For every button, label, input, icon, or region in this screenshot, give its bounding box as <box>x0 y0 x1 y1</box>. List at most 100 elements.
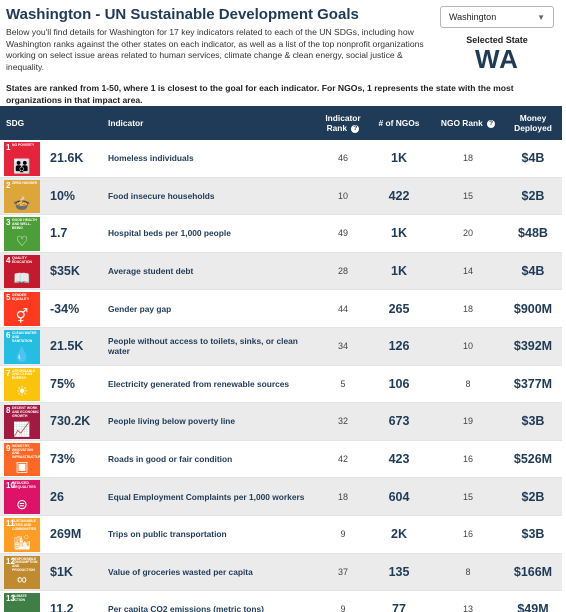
indicator-value: 73% <box>50 452 76 467</box>
money-deployed: $4B <box>521 264 545 279</box>
sdg-goal-tile: 5 Gender Equality ⚥ <box>4 292 40 326</box>
sdg-goal-label: Zero Hunger <box>12 180 38 185</box>
sdg-goal-tile: 13Climate Action ◉ <box>4 593 40 612</box>
ngo-count: 1K <box>391 226 407 241</box>
sdg-goal-tile: 9 Industry, Innovation and Infrastructure… <box>4 442 43 477</box>
ngo-count: 265 <box>388 301 410 316</box>
help-icon[interactable]: ? <box>487 119 496 128</box>
indicator-value: 730.2K <box>50 414 91 429</box>
sdg-goal-tile: 11 Sustainable Cities and Communities 🏙 <box>4 517 40 552</box>
sdg-goal-icon: ∞ <box>17 571 27 588</box>
sdg-goal-tile: 3 Good Health and Well-Being ♡ <box>4 217 40 251</box>
sdg-goal-icon: ♡ <box>15 232 29 249</box>
sdg-goal-label: Reduced Inequalities <box>12 481 36 490</box>
indicator-rank: 9 <box>340 529 346 540</box>
sdg-goal-icon: ◉ <box>4 609 40 612</box>
table-row: 8 Decent Work and Economic Growth 📈 730.2K P… <box>0 403 562 441</box>
sdg-goal-label: Responsible Consumption and Production <box>12 556 38 572</box>
ngo-rank: 15 <box>462 190 473 201</box>
table-row: 7 Affordable and Clean Energy ☀ 75% Electric… <box>0 366 562 404</box>
sdg-goal-icon: ⊜ <box>16 495 28 512</box>
money-deployed: $2B <box>521 188 545 203</box>
ngo-count: 77 <box>392 602 406 612</box>
sdg-goal-number: 2 <box>6 180 11 190</box>
help-icon[interactable]: ? <box>351 124 360 133</box>
money-deployed: $166M <box>513 564 553 579</box>
ngo-count: 604 <box>388 489 410 504</box>
ngo-count: 126 <box>388 339 410 354</box>
ranking-note: States are ranked from 1-50, where 1 is … <box>6 83 514 105</box>
table-header: SDG Indicator Indicator Rank ? # of NGOs… <box>0 106 562 140</box>
ngo-rank: 14 <box>462 266 473 277</box>
sdg-goal-number: 3 <box>6 218 11 228</box>
indicator-name: Trips on public transportation <box>108 529 227 540</box>
table-row: 9 Industry, Innovation and Infrastructure… <box>0 441 562 479</box>
indicator-value: 10% <box>50 188 76 203</box>
indicator-name: Per capita CO2 emissions (metric tons) <box>108 604 264 612</box>
indicator-rank: 10 <box>337 190 348 201</box>
ngo-rank: 18 <box>462 303 473 314</box>
indicator-name: Electricity generated from renewable sou… <box>108 378 290 389</box>
ngo-rank: 15 <box>462 491 473 502</box>
sdg-goal-number: 12 <box>6 556 15 566</box>
indicator-value: -34% <box>50 301 80 316</box>
ngo-rank: 19 <box>462 416 473 427</box>
column-header-money-line2: Deployed <box>514 123 552 133</box>
sdg-goal-number: 13 <box>6 594 15 604</box>
selected-state-abbr: WA <box>475 44 519 74</box>
sdg-goal-icon: ▣ <box>15 458 29 475</box>
state-select-value: Washington <box>449 12 497 22</box>
money-deployed: $4B <box>521 151 545 166</box>
column-header-ngos: # of NGOs <box>378 118 420 128</box>
indicator-name: Value of groceries wasted per capita <box>108 566 253 577</box>
ngo-rank: 16 <box>462 454 473 465</box>
table-body: 1 No Poverty 👪 21.6K Homeless individuals 46 1… <box>0 140 562 612</box>
sdg-goal-number: 11 <box>6 518 15 528</box>
indicator-value: 75% <box>50 376 76 391</box>
table-row: 10 Reduced Inequalities ⊜ 26 Equal Employmen… <box>0 478 562 516</box>
indicator-value: 21.6K <box>50 151 84 166</box>
sdg-goal-icon: 🏙 <box>13 533 31 550</box>
sdg-goal-icon: ⚥ <box>15 307 29 324</box>
table-row: 12 Responsible Consumption and Production… <box>0 553 562 592</box>
selected-state-label: Selected State <box>466 35 528 45</box>
indicator-rank: 32 <box>337 416 348 427</box>
money-deployed: $377M <box>513 376 553 391</box>
ngo-rank: 8 <box>465 566 471 577</box>
money-deployed: $2B <box>521 489 545 504</box>
indicator-rank: 49 <box>337 228 348 239</box>
sdg-goal-tile: 7 Affordable and Clean Energy ☀ <box>4 367 40 402</box>
indicator-value: 21.5K <box>50 339 84 354</box>
ngo-count: 2K <box>391 527 407 542</box>
column-header-indicator: Indicator <box>108 118 144 128</box>
indicator-value: 1.7 <box>50 226 68 241</box>
indicator-rank: 9 <box>340 604 346 612</box>
sdg-goal-label: Good Health and Well-Being <box>12 218 37 230</box>
indicator-name: Average student debt <box>108 266 194 277</box>
sdg-goal-number: 9 <box>6 443 11 453</box>
indicator-name: Homeless individuals <box>108 153 194 164</box>
ngo-rank: 13 <box>462 604 473 612</box>
page-title: Washington - UN Sustainable Development … <box>6 6 359 23</box>
money-deployed: $48B <box>518 226 548 241</box>
ngo-rank: 8 <box>465 378 471 389</box>
sdg-goal-label: Decent Work and Economic Growth <box>12 406 39 418</box>
sdg-goal-number: 4 <box>6 255 11 265</box>
column-header-money-line1: Money <box>519 113 547 123</box>
sdg-goal-label: Climate Action <box>12 594 27 602</box>
sdg-goal-tile: 6 Clean Water and Sanitation 💧 <box>4 329 40 364</box>
indicator-rank: 46 <box>337 153 348 164</box>
sdg-goal-icon: 🍲 <box>13 195 31 212</box>
sdg-goal-number: 7 <box>6 368 11 378</box>
table-row: 5 Gender Equality ⚥ -34% Gender pay gap 44 265… <box>0 290 562 328</box>
indicator-name: Roads in good or fair condition <box>108 454 233 465</box>
ngo-count: 106 <box>388 376 410 391</box>
indicator-rank: 28 <box>337 266 348 277</box>
indicator-name: People living below poverty line <box>108 416 236 427</box>
money-deployed: $900M <box>513 301 553 316</box>
ngo-count: 423 <box>388 452 410 467</box>
indicator-name: Food insecure households <box>108 190 215 201</box>
state-select[interactable]: Washington ▼ <box>440 6 554 28</box>
sdg-goal-label: Affordable and Clean Energy <box>12 368 36 381</box>
